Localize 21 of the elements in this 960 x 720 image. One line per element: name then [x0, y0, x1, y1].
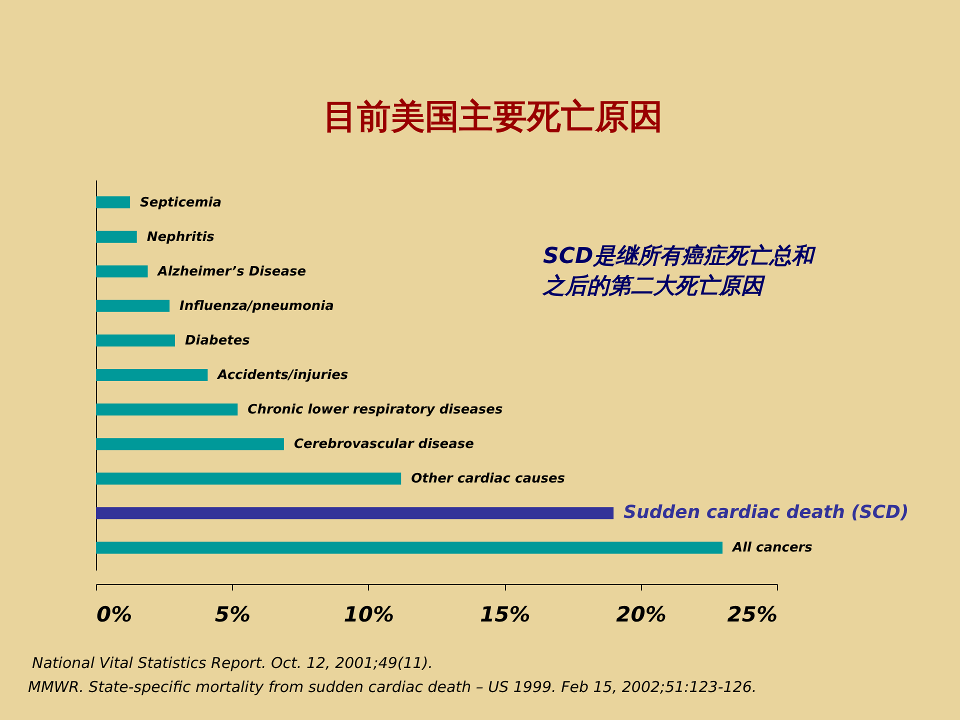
y-tick-label: Alzheimer’s Disease — [156, 264, 306, 280]
y-tick-label: Other cardiac causes — [411, 472, 566, 487]
text: National Vital Statistics Report. Oct. 12, 2001;49(11). — [32, 654, 433, 672]
y-tick-label: Chronic lower respiratory diseases — [248, 402, 503, 418]
x-tick-label: 0% — [96, 602, 132, 626]
y-tick-label: Sudden cardiac death (SCD) — [624, 502, 909, 524]
y-tick-label: Cerebrovascular disease — [294, 437, 474, 452]
y-tick-label: Septicemia — [140, 195, 222, 210]
y-tick-label: Nephritis — [146, 230, 215, 245]
x-tick-label: 25% — [727, 602, 778, 626]
x-tick-label: 20% — [616, 602, 666, 626]
annotation: SCD是继所有癌症死亡总和之后的第二大死亡原因 — [542, 243, 816, 299]
y-tick-label: Accidents/injuries — [216, 368, 348, 383]
x-tick-label: 5% — [214, 602, 251, 626]
chart-title: 目前美国主要死亡原因 — [323, 97, 663, 137]
y-tick-label: All cancers — [732, 540, 813, 556]
y-tick-label: Influenza/pneumonia — [180, 298, 334, 314]
x-tick-label: 15% — [480, 602, 530, 626]
y-tick-label: Diabetes — [184, 333, 250, 348]
text: MMWR. State-specific mortality from sudden cardiac death – US 1999. Feb 15, 2002;51:123-126. — [28, 678, 757, 696]
x-tick-label: 10% — [344, 602, 394, 626]
